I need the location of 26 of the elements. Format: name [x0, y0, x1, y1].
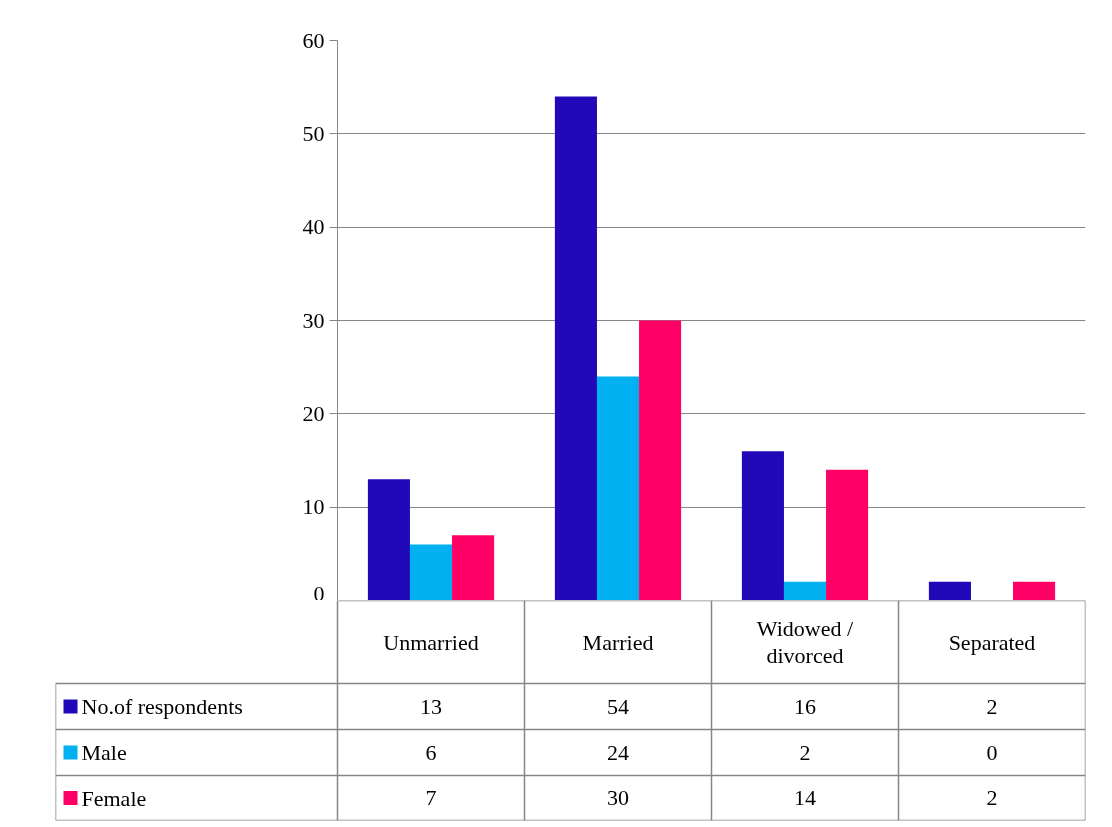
y-tick-label: 60 — [302, 27, 325, 53]
x-tick-label: Married — [582, 629, 654, 655]
y-tick-label: 50 — [302, 120, 325, 146]
x-tick-label: Separated — [948, 629, 1036, 655]
data-label: 54 — [607, 693, 629, 719]
legend-label: Male — [81, 740, 127, 765]
data-label: 24 — [607, 739, 629, 765]
legend-label: No.of respondents — [81, 694, 243, 719]
legend-label: Female — [81, 785, 147, 811]
x-tick-label: Widowed / divorced — [756, 615, 855, 669]
data-label: 7 — [425, 785, 437, 810]
data-label: 13 — [420, 693, 442, 719]
x-tick-label: Unmarried — [383, 629, 479, 655]
data-label: 6 — [425, 739, 437, 765]
data-label: 0 — [986, 739, 998, 765]
data-label: 16 — [794, 693, 816, 719]
data-label: 2 — [986, 785, 998, 810]
y-tick-label: 0 — [313, 580, 325, 606]
data-label: 14 — [794, 785, 816, 810]
y-tick-label: 40 — [302, 214, 325, 240]
y-tick-label: 10 — [302, 494, 325, 520]
data-label: 2 — [799, 739, 811, 765]
data-label: 2 — [986, 693, 998, 719]
y-tick-label: 20 — [302, 400, 325, 426]
data-label: 30 — [607, 785, 629, 810]
y-tick-label: 30 — [302, 307, 325, 333]
